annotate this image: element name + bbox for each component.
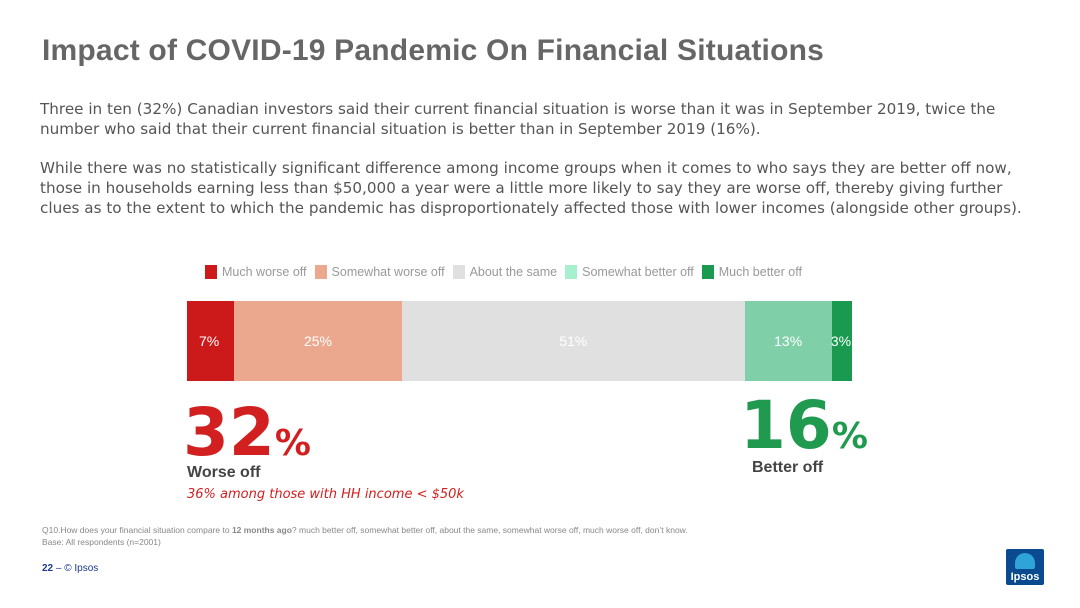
legend-swatch	[565, 265, 578, 279]
worse-off-pct-sign: %	[274, 423, 311, 464]
question-text: Q10.How does your financial situation co…	[42, 524, 688, 536]
data-label: 7%	[199, 333, 220, 349]
legend-swatch	[701, 265, 714, 279]
data-label: 51%	[559, 333, 588, 349]
ipsos-logo: Ipsos	[1006, 549, 1044, 585]
legend-label: Somewhat worse off	[331, 265, 445, 279]
bar-segment: 3%	[830, 301, 852, 381]
legend-label: Much better off	[718, 265, 802, 279]
footer: 22 – © Ipsos	[42, 563, 98, 574]
stacked-bar: 7% 25% 51% 13% 3%	[187, 301, 852, 381]
legend-item: Much better off	[701, 265, 802, 279]
better-off-pct-sign: %	[831, 416, 868, 457]
question-suffix: ? much better off, somewhat better off, …	[291, 525, 688, 535]
ipsos-logo-mark-icon	[1015, 553, 1035, 569]
worse-off-total: 32%	[183, 400, 311, 466]
intro-paragraph-1: Three in ten (32%) Canadian investors sa…	[40, 100, 996, 138]
base-text: Base: All respondents (n=2001)	[42, 537, 161, 547]
legend-item: Somewhat better off	[565, 265, 694, 279]
legend-label: Much worse off	[222, 265, 307, 279]
better-off-label: Better off	[752, 459, 824, 476]
legend-swatch	[205, 265, 217, 279]
better-off-total: 16%	[740, 393, 868, 459]
bar-segment: 25%	[234, 301, 402, 381]
legend-swatch	[314, 265, 327, 279]
bar-segment: 13%	[744, 301, 832, 381]
data-label: 13%	[774, 333, 803, 349]
chart-legend: Much worse off Somewhat worse off About …	[205, 265, 810, 279]
worse-off-label: Worse off	[187, 464, 261, 481]
legend-label: About the same	[469, 265, 558, 279]
better-off-number: 16	[740, 387, 832, 464]
copyright: © Ipsos	[64, 563, 99, 574]
bar-segment: 7%	[187, 301, 235, 381]
bar-segment: 51%	[401, 301, 745, 381]
legend-swatch	[452, 265, 465, 279]
worse-off-note: 36% among those with HH income < $50k	[187, 487, 464, 502]
footer-sep: –	[53, 563, 65, 574]
data-label: 25%	[303, 333, 332, 349]
question-note: Q10.How does your financial situation co…	[42, 524, 688, 548]
page-number: 22	[42, 563, 54, 574]
question-prefix: Q10.How does your financial situation co…	[42, 525, 232, 535]
ipsos-logo-text: Ipsos	[1010, 571, 1040, 583]
question-bold: 12 months ago	[231, 525, 292, 535]
legend-item: Much worse off	[205, 265, 307, 279]
page-title: Impact of COVID-19 Pandemic On Financial…	[42, 34, 825, 67]
legend-item: Somewhat worse off	[314, 265, 445, 279]
legend-label: Somewhat better off	[582, 265, 694, 279]
legend-item: About the same	[452, 265, 558, 279]
worse-off-number: 32	[183, 394, 275, 471]
data-label: 3%	[830, 333, 852, 349]
intro-paragraph-2: While there was no statistically signifi…	[40, 159, 1022, 217]
